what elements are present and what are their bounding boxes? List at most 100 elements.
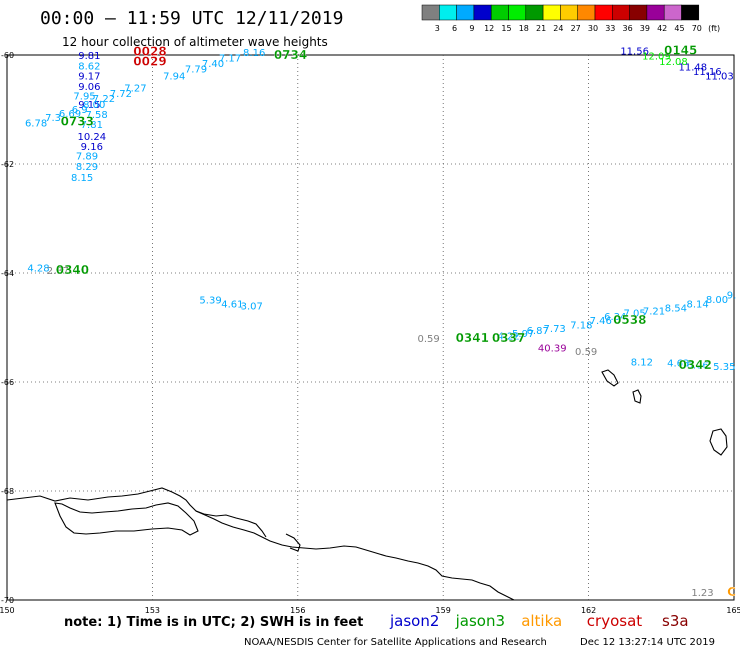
satellite-label-altika: altika — [521, 612, 562, 630]
pass-time-label: 0029 — [133, 54, 166, 68]
scale-swatch — [681, 4, 700, 21]
pass-time-label: 0734 — [274, 48, 307, 62]
grid-lines — [7, 55, 734, 600]
scale-label: 18 — [519, 24, 529, 33]
wave-height-label: 7.89 — [76, 152, 98, 163]
x-tick-label: 162 — [581, 606, 596, 615]
wave-height-label: 6.9 — [72, 105, 88, 116]
satellite-legend: jason2 jason3 altika cryosat s3a — [389, 612, 689, 630]
wave-height-label: 11.48 — [678, 62, 707, 73]
scale-label: 33 — [605, 24, 615, 33]
wave-height-label: 11.16 — [693, 67, 722, 78]
wave-height-label: 9.16 — [81, 142, 103, 153]
wave-height-label: 6.69 — [59, 109, 81, 120]
scale-label: (ft) — [708, 24, 720, 33]
wave-height-label: 6.06 — [687, 360, 709, 371]
scale-label: 3 — [435, 24, 440, 33]
axis-tick-labels: 150 153 156 159 162 165 -60 -62 -64 -66 -68 -70 — [0, 51, 740, 615]
coastline-island — [54, 502, 199, 536]
coastline — [6, 487, 515, 601]
wave-height-label: 7.72 — [110, 89, 132, 100]
wave-height-label: 8.29 — [76, 162, 98, 173]
wave-height-label: 4.28 — [27, 263, 49, 274]
wave-height-label: 7.27 — [124, 84, 146, 95]
scale-label: 12 — [484, 24, 494, 33]
wave-height-label: 6.87 — [527, 326, 549, 337]
scale-label: 39 — [640, 24, 650, 33]
satellite-label-jason2: jason2 — [389, 612, 439, 630]
wave-height-label: 7.05 — [624, 309, 646, 320]
scale-swatch — [456, 4, 475, 21]
scale-label: 9 — [469, 24, 474, 33]
wave-height-label: 8.62 — [78, 62, 100, 73]
wave-height-label: 8.15 — [71, 173, 93, 184]
wave-height-label: 9.06 — [78, 82, 100, 93]
wave-height-label: 7.94 — [163, 72, 185, 83]
chart-title: 00:00 – 11:59 UTC 12/11/2019 — [40, 8, 343, 29]
chart-subtitle: 12 hour collection of altimeter wave hei… — [62, 35, 328, 49]
scale-swatch — [577, 4, 596, 21]
scale-swatch — [612, 4, 630, 21]
pass-time-label: 0733 — [61, 114, 94, 128]
x-tick-label: 153 — [145, 606, 160, 615]
satellite-label-jason3: jason3 — [455, 612, 505, 630]
wave-height-label: 7.3 — [45, 113, 61, 124]
wave-height-label: 5.97 — [512, 329, 534, 340]
scale-label: 27 — [571, 24, 581, 33]
wave-height-label: 8.16 — [243, 48, 265, 59]
wave-height-label: 11.03 — [705, 72, 734, 83]
scale-swatch — [663, 4, 682, 21]
scale-label: 6 — [452, 24, 457, 33]
color-scale-legend: 3 6 9 12 15 18 21 24 27 30 33 36 39 42 45 70 (ft) — [421, 4, 720, 33]
scale-swatch — [473, 4, 492, 21]
wave-height-values: 9.818.629.179.067.959.158.007.227.727.27… — [25, 46, 736, 599]
wave-height-label: 4.61 — [221, 299, 243, 310]
wave-height-label: 0.59 — [418, 334, 440, 345]
scale-label: 36 — [623, 24, 633, 33]
x-tick-label: 156 — [290, 606, 305, 615]
wave-height-label: 8.00 — [706, 295, 728, 306]
x-tick-label: 150 — [0, 606, 15, 615]
x-tick-label: 159 — [436, 606, 451, 615]
pass-time-label: 0028 — [133, 45, 166, 59]
y-tick-label: -64 — [1, 269, 14, 278]
wave-height-label: 7.21 — [643, 306, 665, 317]
scale-swatch — [646, 4, 665, 21]
scale-swatch — [421, 4, 440, 21]
wave-height-label: 7.18 — [570, 321, 592, 332]
island-small-1 — [601, 369, 619, 387]
scale-label: 70 — [692, 24, 702, 33]
coastline-inlet — [285, 533, 301, 552]
wave-height-label: 7.81 — [81, 120, 103, 131]
wave-height-label: 7.73 — [544, 324, 566, 335]
wave-height-label: 5.35 — [713, 362, 735, 373]
footer-credit: NOAA/NESDIS Center for Satellite Applica… — [244, 637, 547, 648]
footer-timestamp: Dec 12 13:27:14 UTC 2019 — [580, 637, 715, 648]
pass-time-label: 0538 — [613, 313, 646, 327]
y-tick-label: -60 — [1, 51, 14, 60]
y-tick-label: -70 — [1, 596, 14, 605]
scale-swatch — [560, 4, 578, 21]
y-tick-label: -66 — [1, 378, 14, 387]
wave-height-label: 2.87 — [47, 266, 69, 277]
island-small-2 — [632, 389, 642, 404]
wave-height-label: 11.56 — [620, 46, 649, 57]
wave-height-label: 1.23 — [691, 588, 713, 599]
wave-height-label: 9.81 — [78, 51, 100, 62]
wave-height-label: 4.22 — [497, 331, 519, 342]
scale-swatch — [490, 4, 509, 21]
wave-height-label: 8.12 — [631, 358, 653, 369]
island-small-3 — [709, 428, 728, 456]
satellite-label-cryosat: cryosat — [587, 612, 642, 630]
wave-height-label: 7.40 — [202, 59, 224, 70]
pass-time-label: 0337 — [492, 331, 525, 345]
wave-height-label: 7.58 — [86, 110, 108, 121]
wave-height-label: 6.78 — [25, 118, 47, 129]
wave-height-label: 9.15 — [78, 100, 100, 111]
scale-swatch — [594, 4, 613, 21]
pass-time-label: C — [727, 585, 736, 599]
y-tick-label: -68 — [1, 487, 14, 496]
plot-frame — [6, 54, 735, 601]
